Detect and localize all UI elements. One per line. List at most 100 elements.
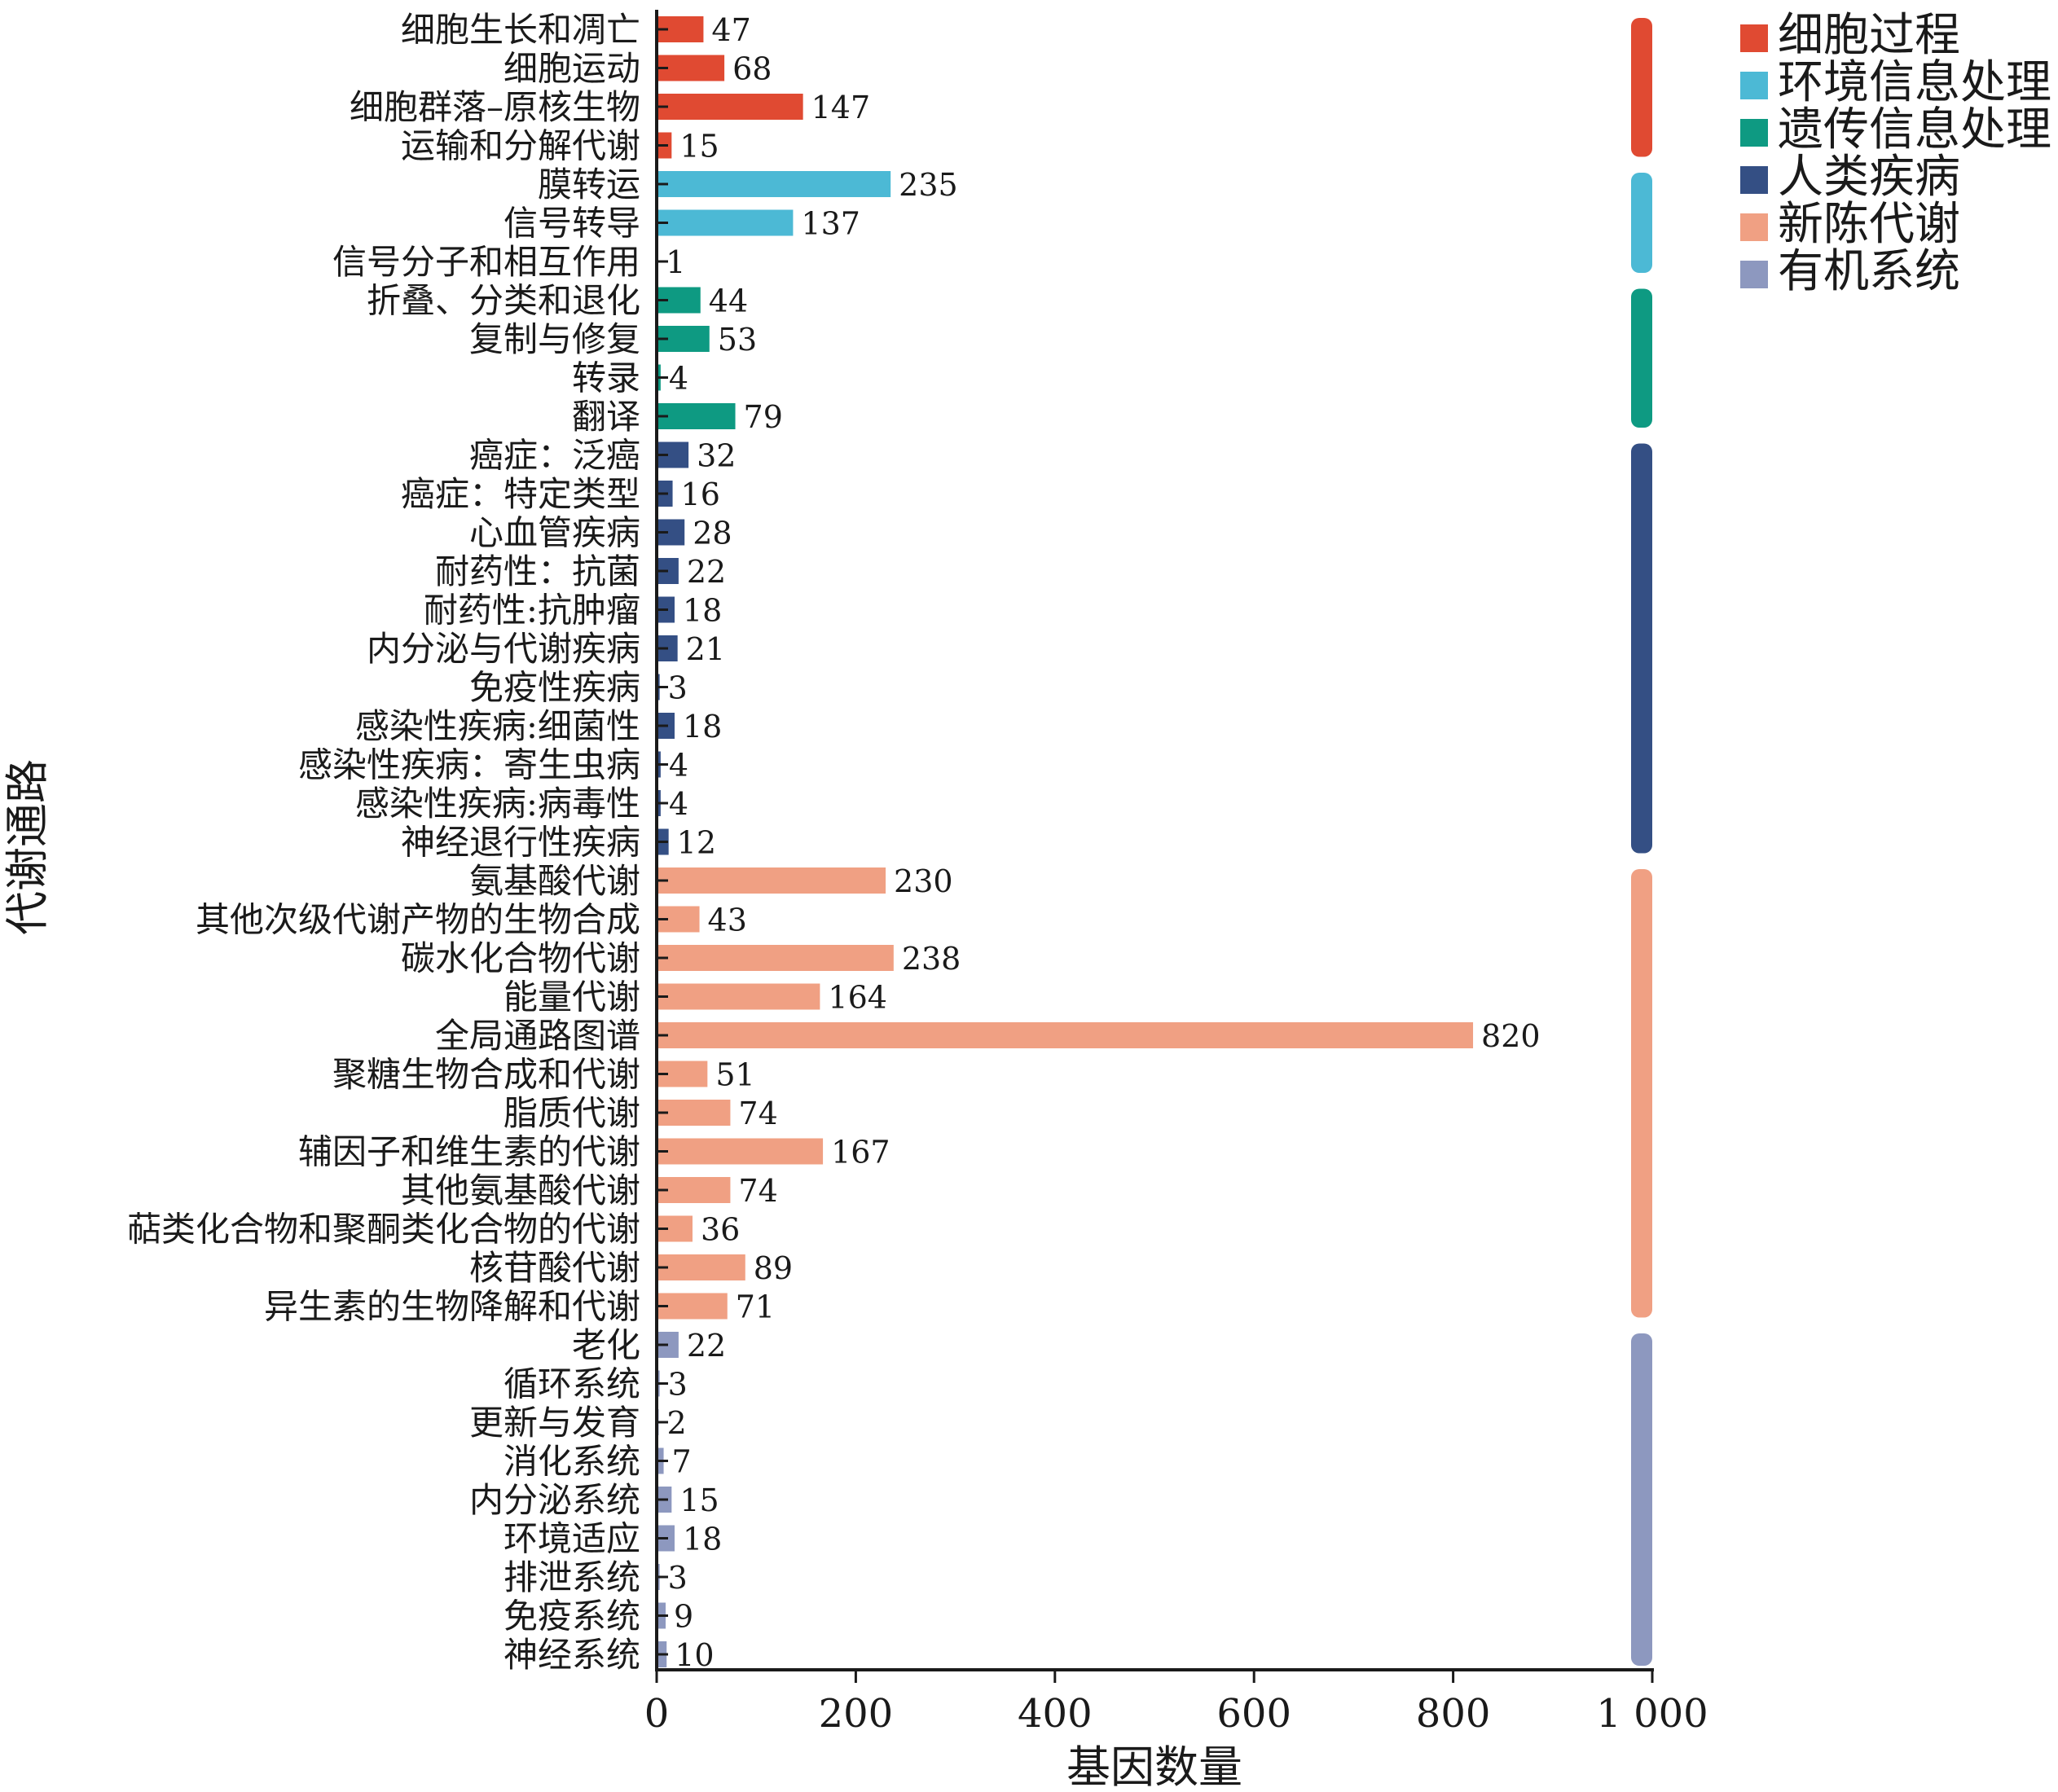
bar	[657, 1138, 824, 1165]
x-tick-label: 800	[1416, 1691, 1491, 1737]
value-label: 22	[687, 1328, 726, 1364]
category-label: 膜转运	[538, 165, 640, 204]
category-label: 免疫性疾病	[469, 668, 640, 708]
bar	[657, 1022, 1474, 1048]
category-label: 排泄系统	[504, 1557, 640, 1597]
bar	[657, 403, 736, 429]
x-tick-label: 0	[644, 1691, 670, 1737]
legend-label: 细胞过程	[1778, 9, 1960, 62]
value-label: 71	[736, 1289, 775, 1325]
group-bracket	[1631, 288, 1652, 428]
value-label: 12	[677, 825, 716, 861]
legend-swatch	[1740, 119, 1768, 147]
value-label: 164	[828, 980, 887, 1016]
value-label: 36	[701, 1212, 740, 1248]
value-label: 238	[902, 941, 961, 977]
category-label: 其他次级代谢产物的生物合成	[196, 900, 640, 940]
value-label: 44	[709, 283, 748, 319]
category-label: 折叠、分类和退化	[367, 281, 640, 321]
category-label: 内分泌系统	[469, 1480, 640, 1520]
value-label: 1	[666, 244, 685, 280]
category-label: 聚糖生物合成和代谢	[332, 1055, 640, 1095]
legend-label: 新陈代谢	[1778, 198, 1960, 251]
value-label: 18	[683, 1522, 722, 1557]
bars	[657, 16, 1474, 1667]
bar	[657, 1254, 745, 1280]
category-label: 神经退行性疾病	[401, 823, 640, 863]
value-label: 89	[754, 1250, 793, 1286]
legend-swatch	[1740, 166, 1768, 194]
category-label: 老化	[572, 1325, 640, 1365]
value-label: 47	[711, 12, 750, 48]
value-label: 167	[831, 1135, 890, 1171]
category-label: 感染性疾病:病毒性	[355, 784, 640, 824]
value-label: 15	[679, 1482, 719, 1518]
group-bracket	[1631, 869, 1652, 1318]
category-label: 细胞群落–原核生物	[350, 87, 640, 127]
y-axis-title: 代谢通路	[2, 759, 53, 935]
category-label: 癌症：泛癌	[469, 436, 640, 476]
value-label: 21	[686, 631, 725, 667]
value-label: 4	[669, 748, 688, 784]
value-label: 22	[687, 554, 726, 590]
bar	[657, 1177, 731, 1203]
x-tick-label: 200	[819, 1691, 894, 1737]
category-label: 免疫系统	[504, 1597, 640, 1636]
category-label: 信号分子和相互作用	[332, 242, 640, 282]
category-label: 感染性疾病:细菌性	[355, 706, 640, 746]
x-tick-label: 400	[1018, 1691, 1093, 1737]
value-label: 15	[679, 129, 719, 165]
category-label: 耐药性:抗肿瘤	[424, 591, 640, 630]
value-label: 7	[672, 1444, 692, 1480]
bar	[657, 945, 894, 971]
value-label: 10	[675, 1637, 714, 1673]
category-label: 萜类化合物和聚酮类化合物的代谢	[127, 1210, 640, 1250]
category-label: 内分泌与代谢疾病	[367, 629, 640, 669]
bar	[657, 983, 820, 1010]
group-bracket	[1631, 1333, 1652, 1666]
category-label: 能量代谢	[504, 977, 640, 1017]
legend-label: 人类疾病	[1778, 151, 1960, 204]
x-tick-label: 600	[1216, 1691, 1291, 1737]
value-labels: 4768147152351371445347932162822182131844…	[666, 12, 1540, 1673]
category-label: 信号转导	[504, 204, 640, 244]
value-label: 820	[1481, 1018, 1541, 1054]
legend-swatch	[1740, 261, 1768, 288]
category-label: 脂质代谢	[504, 1093, 640, 1133]
value-label: 230	[894, 863, 953, 899]
value-label: 18	[683, 593, 722, 629]
value-label: 43	[708, 903, 747, 938]
value-label: 74	[738, 1096, 777, 1131]
value-label: 3	[668, 1367, 688, 1403]
legend-swatch	[1740, 72, 1768, 99]
value-label: 3	[668, 670, 688, 706]
category-label: 耐药性：抗菌	[435, 551, 640, 591]
value-label: 147	[811, 90, 871, 125]
value-label: 51	[715, 1057, 754, 1093]
legend-swatch	[1740, 213, 1768, 241]
group-bracket	[1631, 173, 1652, 273]
category-label: 感染性疾病：寄生虫病	[298, 745, 640, 785]
value-label: 4	[669, 786, 688, 822]
category-label: 核苷酸代谢	[469, 1248, 640, 1288]
group-bracket	[1631, 443, 1652, 854]
category-label: 消化系统	[504, 1442, 640, 1482]
category-label: 神经系统	[504, 1635, 640, 1675]
x-tick-label: 1 000	[1596, 1691, 1708, 1737]
legend-swatch	[1740, 24, 1768, 52]
category-label: 转录	[572, 358, 640, 398]
bar	[657, 1100, 731, 1126]
x-axis-title: 基因数量	[1066, 1741, 1242, 1792]
bar	[657, 94, 803, 120]
category-label: 心血管疾病	[469, 513, 640, 553]
value-label: 16	[681, 477, 720, 512]
category-label: 全局通路图谱	[435, 1016, 640, 1056]
value-label: 235	[899, 167, 958, 203]
category-label: 更新与发育	[469, 1403, 640, 1443]
bar	[657, 1293, 728, 1320]
group-bracket	[1631, 18, 1652, 157]
value-label: 2	[666, 1405, 686, 1441]
value-label: 18	[683, 709, 722, 744]
